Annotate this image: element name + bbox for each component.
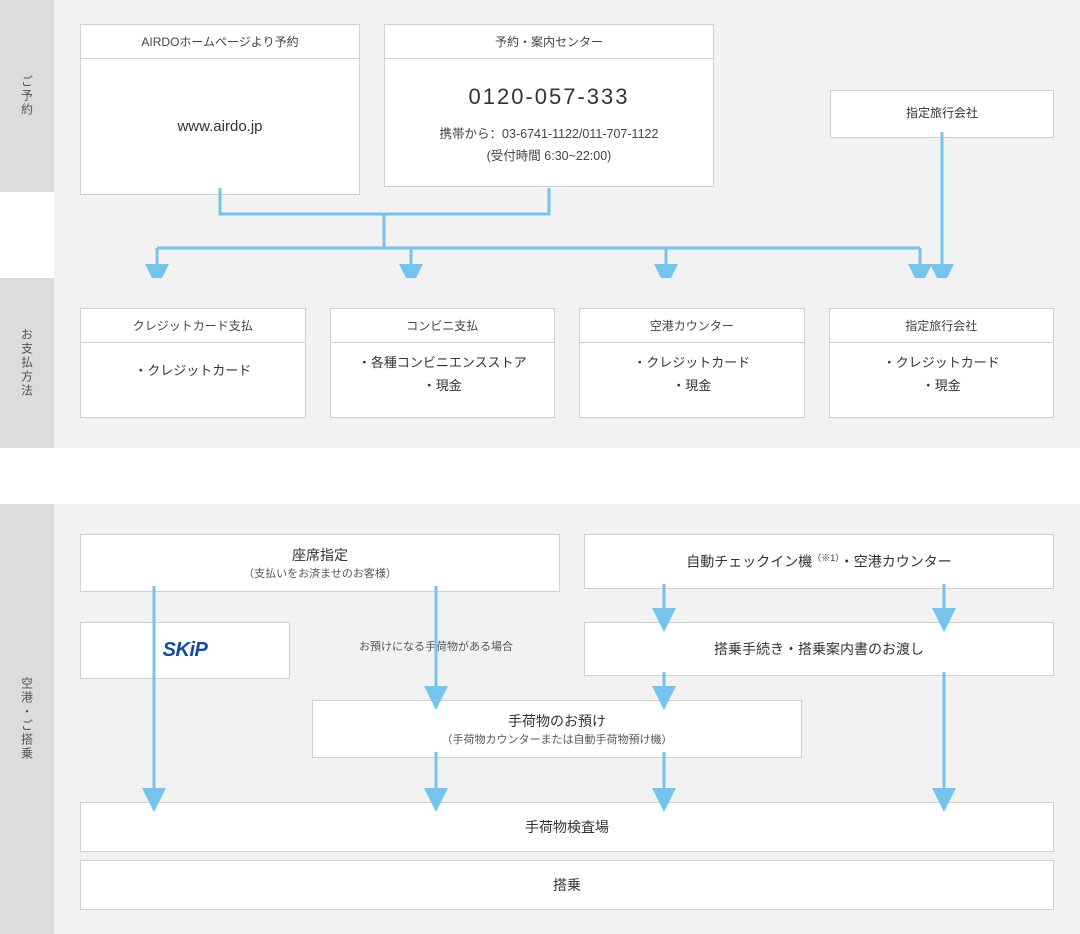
skip-box: SKiP	[80, 622, 290, 679]
homepage-url: www.airdo.jp	[89, 113, 351, 140]
box-homepage: AIRDOホームページより予約 www.airdo.jp	[80, 24, 360, 195]
pay-box-conv-body: ・各種コンビニエンスストア ・現金	[331, 343, 555, 406]
checkin-suffix: ・空港カウンター	[840, 554, 952, 570]
phone-mobile: 携帯から：03-6741-1122/011-707-1122	[393, 123, 705, 146]
pay-box-credit: クレジットカード支払 ・クレジットカード	[80, 308, 306, 418]
section-payment: お支払方法 クレジットカード支払 ・クレジットカード コンビニ支払 ・各種コンビ…	[0, 278, 1080, 448]
pay-box-credit-body: ・クレジットカード	[81, 343, 305, 398]
box-agency: 指定旅行会社	[830, 90, 1054, 138]
pay-box-agency: 指定旅行会社 ・クレジットカード ・現金	[829, 308, 1055, 418]
baggage-deposit-box: 手荷物のお預け （手荷物カウンターまたは自動手荷物預け機）	[312, 700, 802, 758]
side-label-airport: 空港・ご搭乗	[0, 504, 54, 934]
checkin-prefix: 自動チェックイン機	[686, 554, 812, 570]
pay-box-airport-header: 空港カウンター	[580, 309, 804, 343]
pay-conv-item0: ・各種コンビニエンスストア	[339, 351, 547, 374]
side-label-airport-text: 空港・ご搭乗	[19, 677, 36, 761]
pay-box-credit-header: クレジットカード支払	[81, 309, 305, 343]
baggage-deposit-subtitle: （手荷物カウンターまたは自動手荷物預け機）	[319, 731, 795, 747]
pay-airport-item1: ・現金	[588, 374, 796, 397]
security-text: 手荷物検査場	[525, 819, 609, 835]
pay-agency-item1: ・現金	[838, 374, 1046, 397]
phone-main: 0120-057-333	[393, 77, 705, 117]
pay-credit-item0: ・クレジットカード	[89, 359, 297, 382]
side-label-payment: お支払方法	[0, 278, 54, 448]
boarding-proc-text: 搭乗手続き・搭乗案内書のお渡し	[714, 641, 924, 657]
pay-box-conv: コンビニ支払 ・各種コンビニエンスストア ・現金	[330, 308, 556, 418]
boarding-text: 搭乗	[553, 877, 581, 893]
pay-conv-item1: ・現金	[339, 374, 547, 397]
seat-subtitle: （支払いをお済ませのお客様）	[87, 565, 553, 581]
pay-airport-item0: ・クレジットカード	[588, 351, 796, 374]
section-gap	[0, 448, 1080, 504]
side-label-reservation-text: ご予約	[19, 75, 36, 117]
pay-box-airport: 空港カウンター ・クレジットカード ・現金	[579, 308, 805, 418]
security-box: 手荷物検査場	[80, 802, 1054, 852]
box-homepage-header: AIRDOホームページより予約	[81, 25, 359, 59]
phone-hours: (受付時間 6:30~22:00)	[393, 145, 705, 168]
baggage-note: お預けになる手荷物がある場合	[312, 638, 560, 654]
seat-box: 座席指定 （支払いをお済ませのお客様）	[80, 534, 560, 592]
baggage-deposit-title: 手荷物のお預け	[319, 711, 795, 731]
skip-logo: SKiP	[163, 639, 208, 661]
section-airport: 空港・ご搭乗 座席指定 （支払いをお済ませのお客様） 自動チェックイン機（※1）…	[0, 504, 1080, 934]
checkin-sup: （※1）	[812, 553, 840, 563]
pay-box-conv-header: コンビニ支払	[331, 309, 555, 343]
side-label-reservation: ご予約	[0, 0, 54, 192]
seat-title: 座席指定	[87, 545, 553, 565]
pay-agency-item0: ・クレジットカード	[838, 351, 1046, 374]
boarding-box: 搭乗	[80, 860, 1054, 910]
side-label-payment-text: お支払方法	[19, 328, 36, 398]
boarding-proc-box: 搭乗手続き・搭乗案内書のお渡し	[584, 622, 1054, 676]
section-reservation: ご予約 AIRDOホームページより予約 www.airdo.jp 予約・案内セン…	[0, 0, 1080, 278]
box-agency-text: 指定旅行会社	[906, 106, 978, 120]
pay-box-airport-body: ・クレジットカード ・現金	[580, 343, 804, 406]
checkin-box: 自動チェックイン機（※1）・空港カウンター	[584, 534, 1054, 589]
pay-box-agency-header: 指定旅行会社	[830, 309, 1054, 343]
box-center-header: 予約・案内センター	[385, 25, 713, 59]
pay-box-agency-body: ・クレジットカード ・現金	[830, 343, 1054, 406]
box-center: 予約・案内センター 0120-057-333 携帯から：03-6741-1122…	[384, 24, 714, 187]
